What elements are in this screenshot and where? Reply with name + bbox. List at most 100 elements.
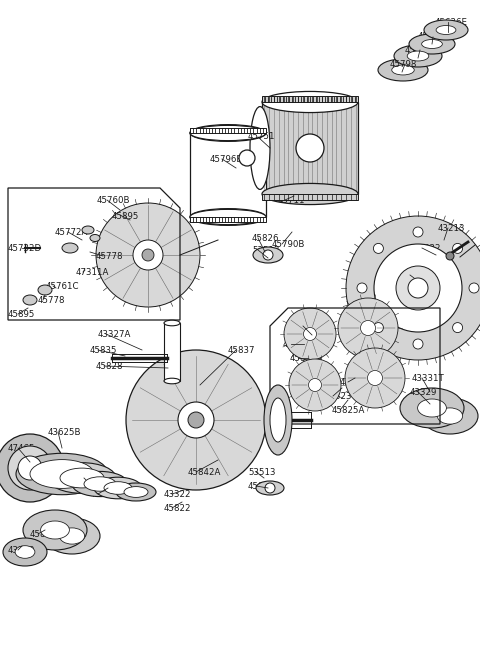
Ellipse shape — [23, 295, 37, 305]
Ellipse shape — [124, 487, 148, 497]
Text: 45796B: 45796B — [210, 155, 243, 164]
Ellipse shape — [104, 481, 132, 495]
Ellipse shape — [374, 244, 462, 332]
Bar — [164, 323, 180, 381]
Ellipse shape — [15, 546, 35, 558]
Ellipse shape — [413, 339, 423, 349]
Ellipse shape — [453, 323, 463, 333]
Ellipse shape — [373, 323, 384, 333]
Ellipse shape — [90, 234, 100, 242]
Ellipse shape — [394, 45, 442, 67]
Text: 45832: 45832 — [414, 244, 442, 253]
Ellipse shape — [253, 247, 283, 263]
Text: 45849T: 45849T — [30, 530, 62, 539]
Text: 43300: 43300 — [90, 490, 118, 499]
Ellipse shape — [8, 446, 52, 490]
Text: 45732D: 45732D — [8, 244, 42, 253]
Text: 45823A: 45823A — [340, 378, 373, 387]
Text: 47311A: 47311A — [76, 268, 109, 277]
Ellipse shape — [413, 227, 423, 237]
Ellipse shape — [469, 283, 479, 293]
Text: 45778: 45778 — [38, 296, 65, 305]
Ellipse shape — [94, 477, 142, 499]
Text: 45837: 45837 — [228, 346, 255, 355]
Ellipse shape — [38, 285, 52, 295]
Ellipse shape — [446, 252, 454, 260]
Bar — [262, 194, 358, 200]
Ellipse shape — [309, 379, 322, 392]
Ellipse shape — [96, 203, 200, 307]
Text: 45842A: 45842A — [188, 468, 221, 477]
Ellipse shape — [60, 468, 104, 488]
Text: 43329: 43329 — [410, 388, 437, 397]
Bar — [190, 133, 266, 217]
Text: 43329: 43329 — [8, 546, 36, 555]
Ellipse shape — [437, 408, 463, 424]
Ellipse shape — [190, 125, 266, 141]
Text: 45826: 45826 — [248, 482, 276, 491]
Ellipse shape — [82, 226, 94, 234]
Text: 45761C: 45761C — [46, 282, 80, 291]
Text: 45711: 45711 — [278, 196, 305, 205]
Ellipse shape — [453, 244, 463, 253]
Ellipse shape — [265, 483, 275, 493]
Ellipse shape — [188, 412, 204, 428]
Ellipse shape — [270, 398, 286, 442]
Ellipse shape — [16, 453, 108, 495]
Ellipse shape — [190, 124, 266, 141]
Text: 45835: 45835 — [90, 346, 118, 355]
Ellipse shape — [250, 107, 270, 189]
Text: 43323: 43323 — [283, 340, 311, 349]
Text: 45778: 45778 — [96, 252, 123, 261]
Ellipse shape — [284, 308, 336, 360]
Ellipse shape — [239, 150, 255, 166]
Text: 45772A: 45772A — [55, 228, 88, 237]
Text: 45798: 45798 — [390, 60, 418, 69]
Bar — [262, 102, 358, 194]
Text: 45842A: 45842A — [402, 272, 435, 281]
Ellipse shape — [424, 20, 468, 40]
Ellipse shape — [392, 65, 414, 75]
Ellipse shape — [256, 481, 284, 495]
Text: 43331T: 43331T — [412, 374, 445, 383]
Text: 45798: 45798 — [405, 46, 432, 55]
Ellipse shape — [289, 359, 341, 411]
Ellipse shape — [396, 266, 440, 310]
Ellipse shape — [373, 244, 384, 253]
Ellipse shape — [262, 92, 358, 113]
Ellipse shape — [421, 39, 443, 48]
Ellipse shape — [164, 378, 180, 384]
Ellipse shape — [48, 462, 116, 493]
Text: 53513: 53513 — [252, 246, 279, 255]
Text: 45849T: 45849T — [76, 474, 108, 483]
Ellipse shape — [190, 210, 266, 225]
Ellipse shape — [346, 216, 480, 360]
Ellipse shape — [400, 388, 464, 428]
Ellipse shape — [164, 320, 180, 326]
Ellipse shape — [60, 528, 84, 544]
Ellipse shape — [296, 134, 324, 162]
Ellipse shape — [126, 350, 266, 490]
Text: 53513: 53513 — [248, 468, 276, 477]
Text: 45895: 45895 — [8, 310, 36, 319]
Ellipse shape — [345, 348, 405, 408]
Text: 45823A: 45823A — [290, 354, 324, 363]
Bar — [190, 128, 266, 133]
Text: 43213: 43213 — [438, 224, 466, 233]
Text: 45825A: 45825A — [332, 406, 365, 415]
Ellipse shape — [44, 518, 100, 554]
Ellipse shape — [23, 510, 87, 550]
Text: 45828: 45828 — [96, 362, 123, 371]
Ellipse shape — [436, 26, 456, 35]
Text: 43327A: 43327A — [98, 330, 132, 339]
Ellipse shape — [142, 249, 154, 261]
Ellipse shape — [418, 399, 446, 417]
Ellipse shape — [18, 456, 42, 480]
Bar — [190, 217, 266, 222]
Ellipse shape — [84, 477, 116, 491]
Ellipse shape — [41, 521, 70, 539]
Ellipse shape — [190, 209, 266, 225]
Ellipse shape — [378, 59, 428, 81]
Text: 45790B: 45790B — [272, 240, 305, 249]
Ellipse shape — [264, 385, 292, 455]
